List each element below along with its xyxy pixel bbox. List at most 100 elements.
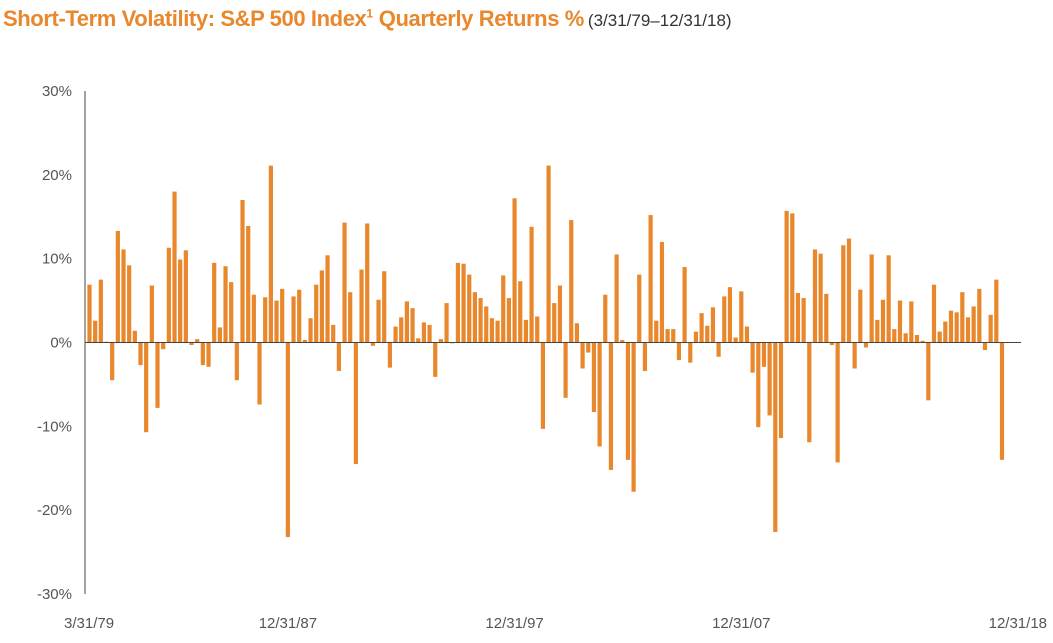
- bar: [693, 331, 699, 343]
- bar: [631, 342, 636, 492]
- bar: [960, 292, 965, 343]
- bar: [603, 294, 608, 343]
- bar: [178, 259, 183, 343]
- bar: [977, 288, 982, 343]
- bar: [444, 303, 449, 343]
- bar: [319, 270, 324, 343]
- bar: [149, 285, 154, 343]
- bar: [246, 225, 251, 343]
- bar: [824, 293, 829, 343]
- bar: [535, 316, 540, 343]
- bar: [948, 310, 954, 343]
- bar: [920, 340, 925, 343]
- bar: [648, 215, 653, 343]
- bar: [110, 342, 115, 381]
- bar: [818, 253, 823, 343]
- bar: [614, 254, 619, 343]
- bar: [812, 249, 818, 343]
- bar: [121, 249, 126, 343]
- bar: [308, 318, 313, 343]
- bar: [263, 297, 268, 343]
- title-footnote-superscript: 1: [366, 6, 374, 21]
- bar: [756, 342, 761, 428]
- bar: [291, 296, 296, 343]
- bar: [971, 306, 976, 343]
- bar: [682, 267, 687, 343]
- bar: [671, 329, 676, 343]
- bar: [637, 274, 642, 343]
- bar: [98, 279, 103, 343]
- y-tick-label: -10%: [37, 418, 72, 435]
- bar: [597, 342, 602, 447]
- bar: [665, 329, 670, 343]
- x-axis-ticks: 3/31/79 12/31/87 12/31/97 12/31/07 12/31/18: [64, 615, 1047, 632]
- bar: [212, 262, 217, 343]
- bar: [750, 342, 755, 373]
- bar: [87, 284, 92, 343]
- bar: [727, 287, 733, 343]
- bar: [807, 342, 812, 443]
- bar: [580, 342, 585, 369]
- bar: [926, 342, 931, 401]
- bar: [478, 298, 483, 343]
- bar: [557, 285, 563, 343]
- bar: [484, 306, 489, 343]
- bar: [620, 339, 625, 343]
- bar: [274, 300, 279, 343]
- bar: [892, 329, 897, 343]
- bar: [166, 247, 171, 343]
- bar: [540, 342, 546, 429]
- bar: [297, 289, 302, 343]
- bar: [280, 288, 285, 343]
- bar: [416, 338, 421, 343]
- bar: [841, 245, 846, 343]
- bar: [569, 220, 574, 343]
- bar: [722, 296, 727, 343]
- bar: [399, 317, 404, 343]
- bar: [427, 324, 432, 343]
- bar: [325, 255, 330, 343]
- bar: [132, 330, 137, 343]
- y-axis-ticks: 30% 20% 10% 0% -10% -20% -30%: [37, 83, 72, 603]
- bar: [988, 314, 993, 343]
- y-tick-label: 10%: [42, 251, 72, 268]
- bar: [688, 342, 693, 363]
- bar: [676, 342, 682, 361]
- bar: [625, 342, 631, 460]
- bar: [370, 342, 375, 346]
- bar: [744, 326, 750, 343]
- bar: [659, 241, 665, 343]
- bar: [880, 299, 886, 343]
- x-tick-label: 12/31/87: [259, 615, 317, 632]
- x-tick-label: 3/31/79: [64, 615, 114, 632]
- bar: [189, 342, 194, 346]
- bar: [903, 333, 908, 343]
- bar: [886, 255, 891, 343]
- bar: [365, 223, 370, 343]
- bar: [155, 342, 160, 408]
- bar: [829, 342, 835, 346]
- bar: [546, 165, 551, 343]
- bar: [331, 324, 336, 343]
- bar: [183, 250, 188, 343]
- bar: [563, 342, 568, 398]
- bar: [489, 318, 495, 343]
- chart-date-range: (3/31/79–12/31/18): [587, 11, 732, 30]
- bar: [875, 319, 880, 343]
- bar: [353, 342, 358, 465]
- bar: [710, 307, 716, 343]
- chart-title-main: Short-Term Volatility: S&P 500 Index: [3, 6, 367, 31]
- bar: [359, 269, 364, 343]
- x-tick-label: 12/31/07: [712, 615, 770, 632]
- bar: [393, 326, 398, 343]
- y-tick-label: 20%: [42, 167, 72, 184]
- bar: [716, 342, 721, 357]
- bar: [314, 284, 319, 343]
- y-tick-label: 30%: [42, 83, 72, 100]
- bar: [161, 342, 166, 350]
- bar: [965, 317, 971, 343]
- bar: [376, 299, 381, 343]
- bar: [790, 213, 795, 343]
- bar: [778, 342, 784, 439]
